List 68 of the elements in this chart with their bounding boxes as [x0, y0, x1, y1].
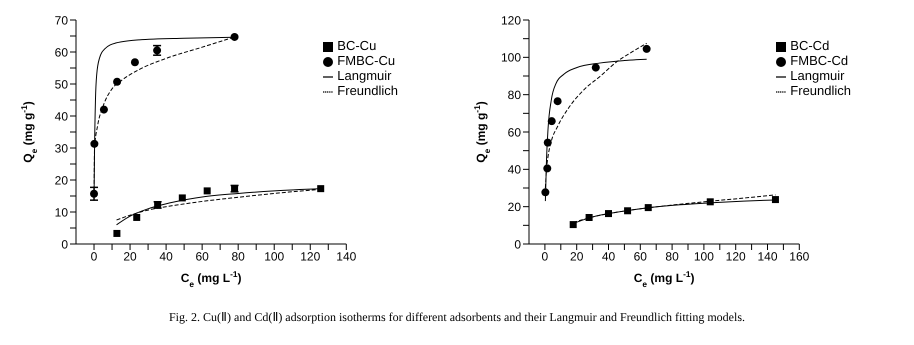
y-tick-label: 40 [508, 162, 522, 177]
point [642, 44, 651, 53]
caption: Fig. 2. Cu(Ⅱ) and Cd(Ⅱ) adsorption isotherms for different adsorbents and their Langmuir and Freundlich fitting models. [168, 310, 746, 325]
point [592, 64, 600, 72]
point [605, 210, 612, 218]
point [644, 204, 652, 212]
y-tick-label: 60 [54, 45, 68, 60]
x-tick-label: 60 [634, 250, 648, 264]
y-tick-label: 50 [54, 77, 68, 92]
x-axis-title: C$_{e}$ (mg L$^{-1}$) [180, 269, 242, 289]
legend-label: FMBC-Cd [790, 53, 848, 68]
point [113, 78, 122, 86]
x-tick-label: 140 [757, 250, 778, 264]
point [543, 164, 552, 172]
x-tick-label: 120 [726, 250, 746, 264]
point [624, 207, 632, 214]
x-tick-label: 20 [570, 250, 584, 264]
point [178, 194, 186, 202]
x-tick-label: 140 [336, 250, 357, 264]
point [90, 140, 98, 148]
point [317, 185, 324, 192]
y-tick-label: 100 [500, 50, 522, 65]
y-tick-label: 10 [54, 205, 68, 220]
point [130, 58, 139, 66]
point [554, 97, 562, 106]
point [204, 187, 211, 194]
point [133, 214, 140, 221]
x-tick-label: 100 [264, 250, 285, 264]
x-tick-label: 0 [542, 250, 549, 264]
x-tick-label: 120 [300, 250, 321, 264]
y-tick-label: 0 [61, 237, 68, 252]
point [544, 138, 552, 147]
point [772, 196, 779, 204]
legend-label: Freundlich [337, 83, 398, 98]
point [230, 32, 239, 41]
legend-label: BC-Cd [790, 38, 830, 53]
y-tick-label: 20 [54, 173, 68, 188]
x-tick-label: 0 [90, 250, 98, 264]
point [570, 221, 577, 228]
point [541, 188, 550, 196]
x-tick-label: 160 [789, 250, 810, 264]
y-tick-label: 120 [500, 13, 522, 28]
point [90, 190, 98, 198]
x-tick-label: 20 [123, 250, 138, 264]
x-tick-label: 100 [694, 250, 714, 264]
x-tick-label: 80 [665, 250, 680, 264]
y-tick-label: 80 [508, 88, 522, 102]
legend-label: BC-Cu [337, 38, 376, 53]
legend-label: Langmuir [337, 68, 392, 83]
y-tick-label: 0 [514, 237, 522, 252]
x-tick-label: 40 [602, 250, 616, 264]
legend-label: FMBC-Cu [337, 53, 396, 68]
y-tick-label: 20 [508, 200, 522, 214]
x-tick-label: 40 [159, 250, 174, 264]
legend-label: Langmuir [790, 68, 844, 83]
y-tick-label: 60 [508, 125, 522, 140]
point [100, 106, 108, 114]
legend-label: Freundlich [790, 83, 851, 98]
point [548, 117, 556, 126]
x-axis-title: C$_{e}$ (mg L$^{-1}$) [634, 269, 695, 289]
point [113, 230, 120, 237]
x-tick-label: 60 [195, 250, 210, 264]
point [706, 198, 714, 206]
x-tick-label: 80 [232, 250, 246, 264]
y-tick-label: 70 [54, 13, 68, 28]
y-tick-label: 40 [54, 109, 68, 124]
y-tick-label: 30 [54, 141, 68, 156]
point [586, 214, 593, 221]
